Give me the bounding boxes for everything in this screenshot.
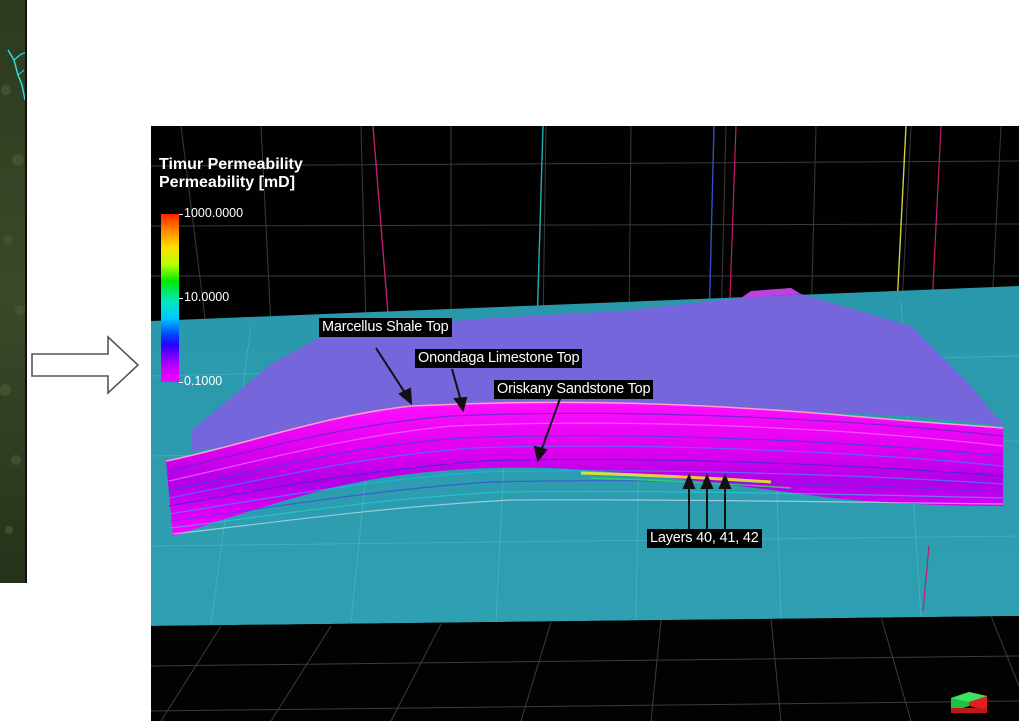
satellite-map-image xyxy=(0,0,27,583)
legend-tick-label: 10.0000 xyxy=(184,290,229,304)
callout-oriskany-sandstone-top: Oriskany Sandstone Top xyxy=(494,380,653,399)
satellite-map-strip xyxy=(0,0,27,583)
legend-tick-label: 0.1000 xyxy=(184,374,222,388)
legend-subtitle: Permeability [mD] xyxy=(159,174,295,192)
legend-title: Timur Permeability xyxy=(159,156,303,174)
outline-right-arrow-icon xyxy=(30,335,142,395)
reservoir-3d-view[interactable]: Timur Permeability Permeability [mD] 100… xyxy=(151,126,1019,721)
permeability-colorbar xyxy=(161,214,179,382)
callout-onondaga-limestone-top: Onondaga Limestone Top xyxy=(415,349,582,368)
reservoir-model-graphic xyxy=(151,126,1019,721)
callout-marcellus-shale-top: Marcellus Shale Top xyxy=(319,318,452,337)
legend-tick-label: 1000.0000 xyxy=(184,206,243,220)
callout-layers-40-41-42: Layers 40, 41, 42 xyxy=(647,529,762,548)
